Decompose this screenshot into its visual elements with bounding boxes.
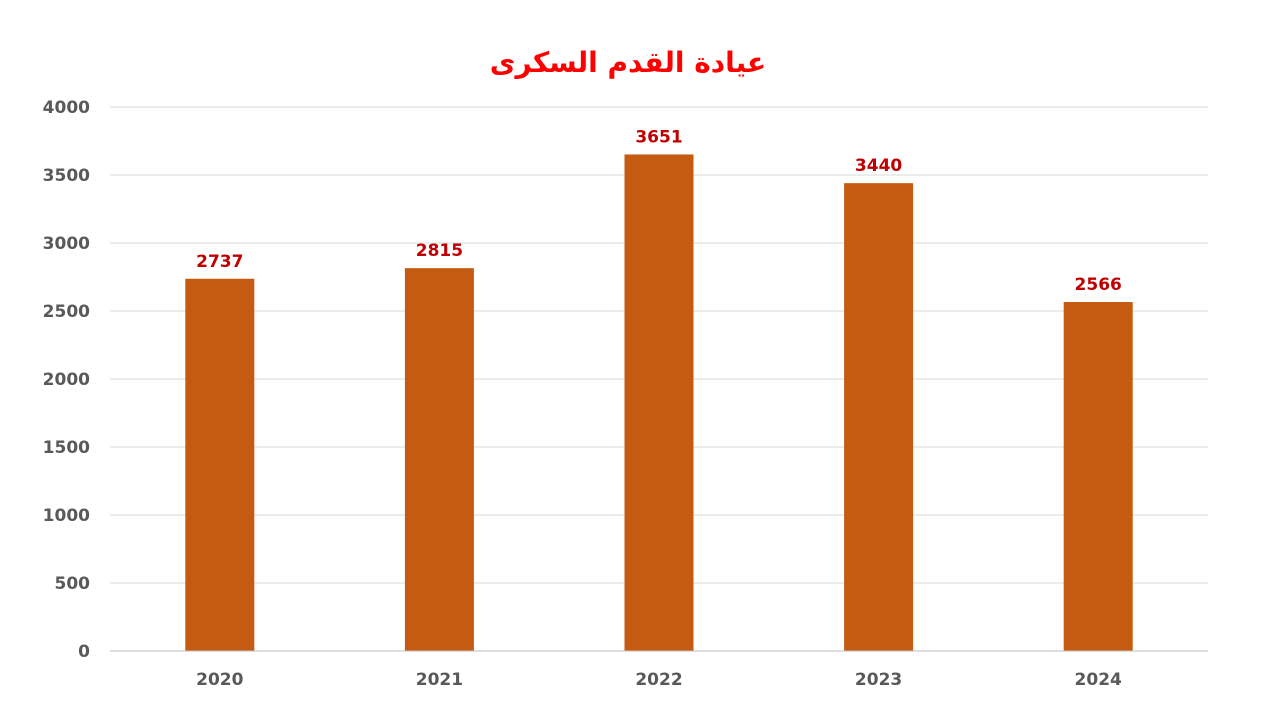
y-tick-label: 500 bbox=[55, 574, 91, 594]
data-labels: 2737 2815 3651 3440 2566 bbox=[196, 127, 1122, 295]
x-tick-label: 2024 bbox=[1075, 670, 1122, 690]
data-label: 2737 bbox=[196, 252, 243, 272]
data-label: 2566 bbox=[1075, 275, 1122, 295]
y-tick-label: 3500 bbox=[43, 166, 90, 186]
bar-2022 bbox=[624, 154, 694, 652]
y-tick-label: 2000 bbox=[43, 370, 90, 390]
y-tick-label: 1500 bbox=[43, 438, 90, 458]
y-tick-label: 3000 bbox=[43, 234, 90, 254]
y-tick-label: 2500 bbox=[43, 302, 90, 322]
chart-title: عيادة القدم السكرى bbox=[490, 46, 766, 79]
bar-2024 bbox=[1063, 302, 1133, 651]
x-tick-label: 2020 bbox=[196, 670, 243, 690]
y-tick-label: 1000 bbox=[43, 506, 90, 526]
y-tick-label: 4000 bbox=[43, 98, 90, 118]
bar-2023 bbox=[844, 183, 914, 651]
x-tick-label: 2021 bbox=[416, 670, 463, 690]
y-axis-ticks: 0 500 1000 1500 2000 2500 3000 3500 4000 bbox=[43, 98, 90, 662]
x-axis-ticks: 2020 2021 2022 2023 2024 bbox=[196, 670, 1122, 690]
x-tick-label: 2023 bbox=[855, 670, 902, 690]
data-label: 2815 bbox=[416, 241, 463, 261]
data-label: 3651 bbox=[635, 127, 682, 147]
bar-2020 bbox=[185, 278, 255, 651]
data-label: 3440 bbox=[855, 156, 902, 176]
x-tick-label: 2022 bbox=[635, 670, 682, 690]
bars bbox=[185, 154, 1133, 652]
y-tick-label: 0 bbox=[78, 642, 90, 662]
bar-2021 bbox=[404, 268, 474, 651]
